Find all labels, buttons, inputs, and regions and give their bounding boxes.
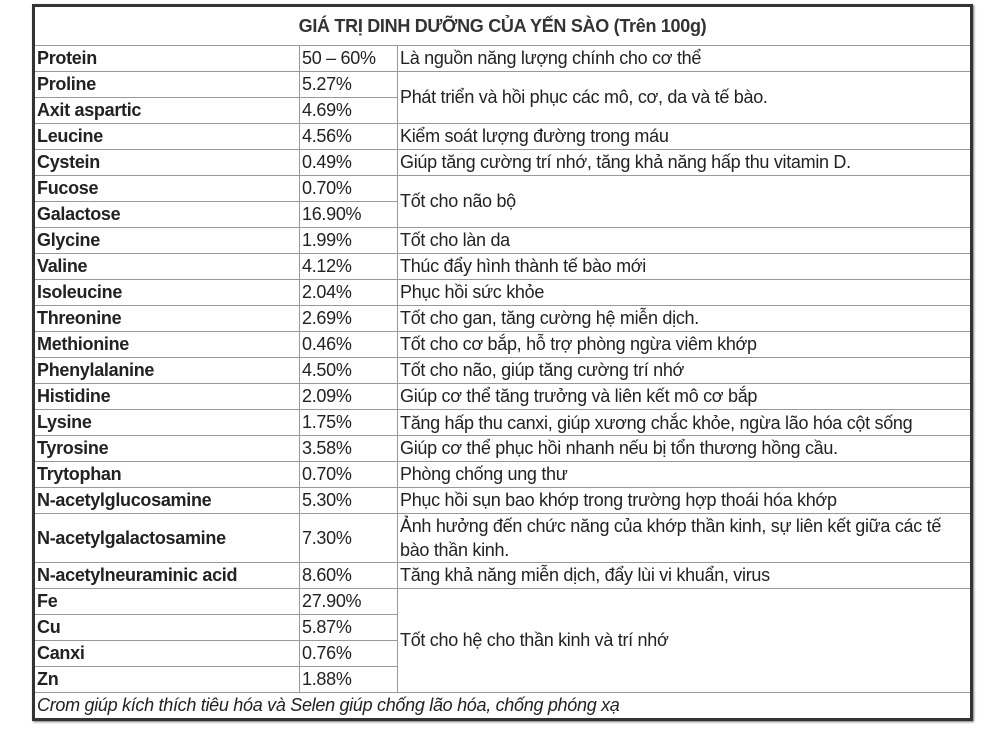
nutrient-name: Fe — [33, 588, 300, 615]
table-row: Fe 27.90% Tốt cho hệ cho thần kinh và trí … — [33, 588, 972, 693]
nutrient-value: 2.69% — [299, 305, 398, 332]
nutrient-name: Trytophan — [33, 461, 300, 488]
nutrient-benefit: Tốt cho não bộ — [397, 175, 972, 228]
nutrient-name: Axit aspartic — [33, 97, 300, 124]
nutrient-value: 5.87% — [299, 614, 398, 641]
nutrient-benefit: Tốt cho gan, tăng cường hệ miễn dịch. — [397, 305, 972, 332]
table-row: Valine 4.12% Thúc đẩy hình thành tế bào mớ… — [33, 253, 972, 280]
nutrient-name: Proline — [33, 71, 300, 98]
nutrient-value: 2.04% — [299, 279, 398, 306]
nutrient-value: 3.58% — [299, 435, 398, 462]
nutrient-benefit: Giúp cơ thể phục hồi nhanh nếu bị tổn th… — [397, 435, 972, 462]
nutrient-benefit: Giúp tăng cường trí nhớ, tăng khả năng h… — [397, 149, 972, 176]
nutrient-benefit: Tốt cho não, giúp tăng cường trí nhớ — [397, 357, 972, 384]
table-row: Trytophan 0.70% Phòng chống ung thư — [33, 461, 972, 488]
table-row: Axit aspartic 4.69% — [33, 97, 972, 124]
footer-row: Crom giúp kích thích tiêu hóa và Selen g… — [33, 692, 972, 720]
nutrient-name: N-acetylneuraminic acid — [33, 562, 300, 589]
nutrient-name: Lysine — [33, 409, 300, 436]
nutrient-benefit: Tốt cho cơ bắp, hỗ trợ phòng ngừa viêm k… — [397, 331, 972, 358]
table-row: N-acetylneuraminic acid 8.60% Tăng khả năn… — [33, 562, 972, 589]
table-row: Protein 50 – 60% Là nguồn năng lượng chính… — [33, 45, 972, 72]
footer-note: Crom giúp kích thích tiêu hóa và Selen g… — [33, 692, 972, 720]
nutrient-benefit: Ảnh hưởng đến chức năng của khớp thần ki… — [397, 513, 972, 563]
table-row: Cu 5.87% — [33, 614, 972, 641]
title-row: GIÁ TRỊ DINH DƯỠNG CỦA YẾN SÀO (Trên 100… — [33, 5, 972, 46]
nutrient-value: 1.99% — [299, 227, 398, 254]
table-row: Phenylalanine 4.50% Tốt cho não, giúp tăng… — [33, 357, 972, 384]
nutrient-name: Methionine — [33, 331, 300, 358]
table-row: Histidine 2.09% Giúp cơ thể tăng trưởng và… — [33, 383, 972, 410]
nutrient-name: Valine — [33, 253, 300, 280]
nutrient-value: 1.75% — [299, 409, 398, 436]
nutrient-benefit: Giúp cơ thể tăng trưởng và liên kết mô c… — [397, 383, 972, 410]
nutrient-value: 0.70% — [299, 175, 398, 202]
nutrient-value: 0.70% — [299, 461, 398, 488]
nutrient-name: N-acetylglucosamine — [33, 487, 300, 514]
nutrient-benefit: Thúc đẩy hình thành tế bào mới — [397, 253, 972, 280]
nutrient-value: 0.76% — [299, 640, 398, 667]
nutrient-name: Cu — [33, 614, 300, 641]
table-row: Fucose 0.70% Tốt cho não bộ — [33, 175, 972, 228]
table-row: Cystein 0.49% Giúp tăng cường trí nhớ, tăn… — [33, 149, 972, 176]
nutrient-name: Glycine — [33, 227, 300, 254]
nutrient-value: 8.60% — [299, 562, 398, 589]
nutrient-benefit: Là nguồn năng lượng chính cho cơ thể — [397, 45, 972, 72]
table-row: Proline 5.27% Phát triển và hồi phục các m… — [33, 71, 972, 124]
table-row: Lysine 1.75% Tăng hấp thu canxi, giúp xươn… — [33, 409, 972, 436]
nutrient-name: Phenylalanine — [33, 357, 300, 384]
nutrient-value: 27.90% — [299, 588, 398, 615]
nutrient-name: Tyrosine — [33, 435, 300, 462]
nutrient-value: 4.69% — [299, 97, 398, 124]
nutrient-benefit: Tốt cho làn da — [397, 227, 972, 254]
table-row: Threonine 2.69% Tốt cho gan, tăng cường hệ… — [33, 305, 972, 332]
table-row: Zn 1.88% — [33, 666, 972, 693]
nutrient-name: Protein — [33, 45, 300, 72]
table-title: GIÁ TRỊ DINH DƯỠNG CỦA YẾN SÀO (Trên 100… — [33, 5, 972, 46]
nutrient-value: 7.30% — [299, 513, 398, 563]
nutrient-value: 4.56% — [299, 123, 398, 150]
nutrient-value: 0.46% — [299, 331, 398, 358]
nutrient-name: Isoleucine — [33, 279, 300, 306]
nutrient-benefit: Tốt cho hệ cho thần kinh và trí nhớ — [397, 588, 972, 693]
nutrient-value: 2.09% — [299, 383, 398, 410]
nutrient-value: 0.49% — [299, 149, 398, 176]
nutrient-benefit: Phát triển và hồi phục các mô, cơ, da và… — [397, 71, 972, 124]
nutrient-benefit: Phục hồi sức khỏe — [397, 279, 972, 306]
nutrient-benefit: Phòng chống ung thư — [397, 461, 972, 488]
nutrition-table: GIÁ TRỊ DINH DƯỠNG CỦA YẾN SÀO (Trên 100… — [32, 4, 973, 721]
table-row: Tyrosine 3.58% Giúp cơ thể phục hồi nhanh … — [33, 435, 972, 462]
table-row: N-acetylglucosamine 5.30% Phục hồi sụn bao… — [33, 487, 972, 514]
nutrient-name: Threonine — [33, 305, 300, 332]
nutrient-name: Canxi — [33, 640, 300, 667]
table-row: N-acetylgalactosamine 7.30% Ảnh hưởng đến … — [33, 513, 972, 563]
nutrient-value: 5.30% — [299, 487, 398, 514]
nutrient-benefit: Tăng hấp thu canxi, giúp xương chắc khỏe… — [397, 409, 972, 436]
nutrient-benefit: Kiểm soát lượng đường trong máu — [397, 123, 972, 150]
nutrient-benefit: Tăng khả năng miễn dịch, đẩy lùi vi khuẩ… — [397, 562, 972, 589]
nutrient-value: 1.88% — [299, 666, 398, 693]
nutrient-name: N-acetylgalactosamine — [33, 513, 300, 563]
nutrient-name: Galactose — [33, 201, 300, 228]
nutrient-value: 5.27% — [299, 71, 398, 98]
nutrient-benefit: Phục hồi sụn bao khớp trong trường hợp t… — [397, 487, 972, 514]
nutrient-value: 50 – 60% — [299, 45, 398, 72]
nutrient-name: Zn — [33, 666, 300, 693]
nutrient-name: Cystein — [33, 149, 300, 176]
nutrient-value: 4.12% — [299, 253, 398, 280]
nutrient-name: Leucine — [33, 123, 300, 150]
table-row: Isoleucine 2.04% Phục hồi sức khỏe — [33, 279, 972, 306]
table-row: Canxi 0.76% — [33, 640, 972, 667]
nutrient-name: Fucose — [33, 175, 300, 202]
nutrient-value: 4.50% — [299, 357, 398, 384]
nutrient-value: 16.90% — [299, 201, 398, 228]
table-row: Methionine 0.46% Tốt cho cơ bắp, hỗ trợ ph… — [33, 331, 972, 358]
table-row: Leucine 4.56% Kiểm soát lượng đường trong … — [33, 123, 972, 150]
nutrient-name: Histidine — [33, 383, 300, 410]
table-row: Glycine 1.99% Tốt cho làn da — [33, 227, 972, 254]
